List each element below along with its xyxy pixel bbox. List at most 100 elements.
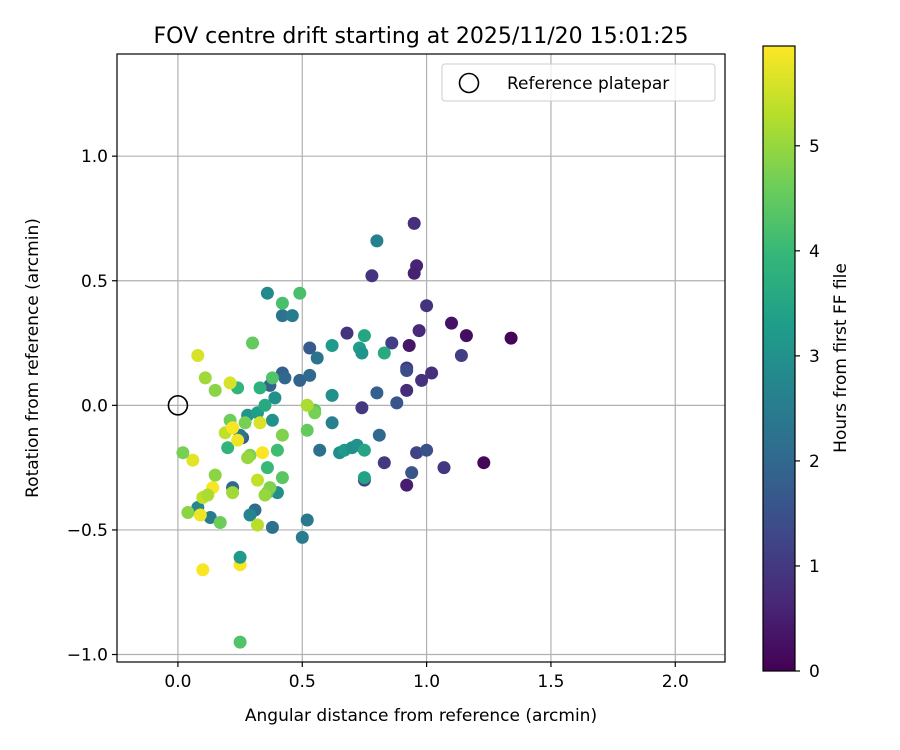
legend-label: Reference platepar bbox=[507, 74, 669, 94]
scatter-point bbox=[265, 520, 279, 534]
scatter-point bbox=[265, 371, 279, 385]
scatter-point bbox=[504, 331, 518, 345]
colorbar-ticks: 0 1 2 3 4 5 bbox=[795, 137, 820, 682]
scatter-point bbox=[420, 299, 434, 313]
scatter-point bbox=[357, 443, 371, 457]
y-tick-label: 0.5 bbox=[81, 272, 108, 292]
scatter-point bbox=[310, 351, 324, 365]
scatter-point bbox=[313, 443, 327, 457]
x-axis-ticks: 0.0 0.5 1.0 1.5 2.0 bbox=[164, 662, 689, 692]
scatter-point bbox=[303, 368, 317, 382]
scatter-point bbox=[325, 416, 339, 430]
x-tick-label: 1.5 bbox=[537, 672, 564, 692]
scatter-point bbox=[181, 506, 195, 519]
x-tick-label: 2.0 bbox=[662, 672, 689, 692]
colorbar-label: Hours from first FF file bbox=[831, 263, 851, 453]
scatter-point bbox=[370, 386, 384, 400]
scatter-point bbox=[370, 234, 384, 248]
x-axis-label: Angular distance from reference (arcmin) bbox=[245, 706, 597, 726]
scatter-point bbox=[377, 346, 391, 360]
scatter-point bbox=[260, 461, 274, 475]
scatter-point bbox=[477, 456, 491, 470]
scatter-point bbox=[372, 428, 386, 442]
data-points bbox=[176, 216, 518, 649]
scatter-point bbox=[402, 339, 416, 352]
scatter-point bbox=[176, 446, 190, 460]
scatter-point bbox=[303, 341, 317, 355]
scatter-point bbox=[275, 309, 289, 323]
scatter-point bbox=[253, 416, 267, 430]
colorbar-tick-label: 2 bbox=[809, 452, 820, 472]
scatter-point bbox=[213, 516, 227, 529]
colorbar-tick-label: 4 bbox=[809, 242, 820, 262]
chart-title: FOV centre drift starting at 2025/11/20 … bbox=[154, 24, 689, 49]
scatter-point bbox=[400, 478, 414, 492]
scatter-point bbox=[407, 266, 421, 280]
scatter-point bbox=[193, 508, 207, 522]
scatter-point bbox=[412, 324, 426, 338]
reference-platepar-marker bbox=[167, 395, 189, 416]
scatter-point bbox=[340, 326, 354, 340]
scatter-point bbox=[405, 466, 419, 480]
scatter-point bbox=[325, 339, 339, 352]
scatter-point bbox=[445, 316, 458, 330]
scatter-point bbox=[208, 383, 222, 397]
x-tick-label: 1.0 bbox=[413, 672, 440, 692]
scatter-point bbox=[365, 269, 379, 283]
scatter-point bbox=[246, 336, 259, 350]
grid-lines bbox=[117, 54, 725, 662]
scatter-point bbox=[268, 391, 282, 405]
scatter-point bbox=[231, 433, 245, 447]
colorbar: 0 1 2 3 4 5 Hours from first FF file bbox=[762, 45, 851, 682]
scatter-point bbox=[238, 416, 252, 430]
scatter-point bbox=[198, 371, 212, 385]
scatter-point bbox=[203, 511, 217, 524]
scatter-point bbox=[357, 471, 371, 485]
scatter-point bbox=[226, 486, 240, 500]
scatter-point bbox=[251, 473, 264, 487]
scatter-point bbox=[270, 443, 284, 457]
scatter-point bbox=[410, 446, 424, 460]
legend-box bbox=[441, 63, 716, 102]
scatter-point bbox=[260, 286, 274, 300]
scatter-point bbox=[251, 518, 264, 532]
scatter-point bbox=[275, 296, 289, 310]
scatter-point bbox=[241, 451, 255, 465]
scatter-point bbox=[223, 376, 237, 390]
scatter-point bbox=[300, 423, 314, 437]
scatter-point bbox=[265, 413, 279, 427]
x-tick-label: 0.5 bbox=[289, 672, 316, 692]
colorbar-tick-label: 3 bbox=[809, 347, 820, 367]
scatter-point bbox=[325, 388, 339, 402]
scatter-point bbox=[415, 373, 429, 387]
colorbar-tick-label: 1 bbox=[809, 557, 820, 577]
scatter-point bbox=[407, 216, 421, 230]
scatter-point bbox=[186, 453, 200, 467]
scatter-point bbox=[233, 635, 247, 649]
scatter-point bbox=[300, 398, 314, 412]
scatter-point bbox=[191, 349, 205, 362]
y-tick-label: −1.0 bbox=[67, 646, 108, 666]
y-axis-label: Rotation from reference (arcmin) bbox=[23, 218, 43, 498]
scatter-point bbox=[196, 563, 210, 577]
scatter-point bbox=[293, 373, 307, 387]
scatter-point bbox=[357, 329, 371, 343]
colorbar-tick-label: 0 bbox=[809, 662, 820, 682]
scatter-point bbox=[221, 441, 235, 455]
scatter-point bbox=[400, 383, 414, 397]
scatter-point bbox=[459, 329, 473, 343]
scatter-point bbox=[226, 421, 240, 435]
scatter-point bbox=[275, 428, 289, 442]
scatter-point bbox=[258, 398, 272, 412]
legend: Reference platepar bbox=[441, 63, 716, 102]
scatter-point bbox=[390, 396, 404, 410]
scatter-point bbox=[355, 401, 369, 415]
scatter-point bbox=[243, 508, 257, 522]
y-axis-ticks: −1.0 −0.5 0.0 0.5 1.0 bbox=[67, 147, 117, 666]
scatter-point bbox=[355, 346, 369, 360]
scatter-point bbox=[253, 381, 267, 395]
scatter-point bbox=[285, 309, 299, 323]
colorbar-tick-label: 5 bbox=[809, 137, 820, 157]
scatter-point bbox=[275, 471, 289, 485]
